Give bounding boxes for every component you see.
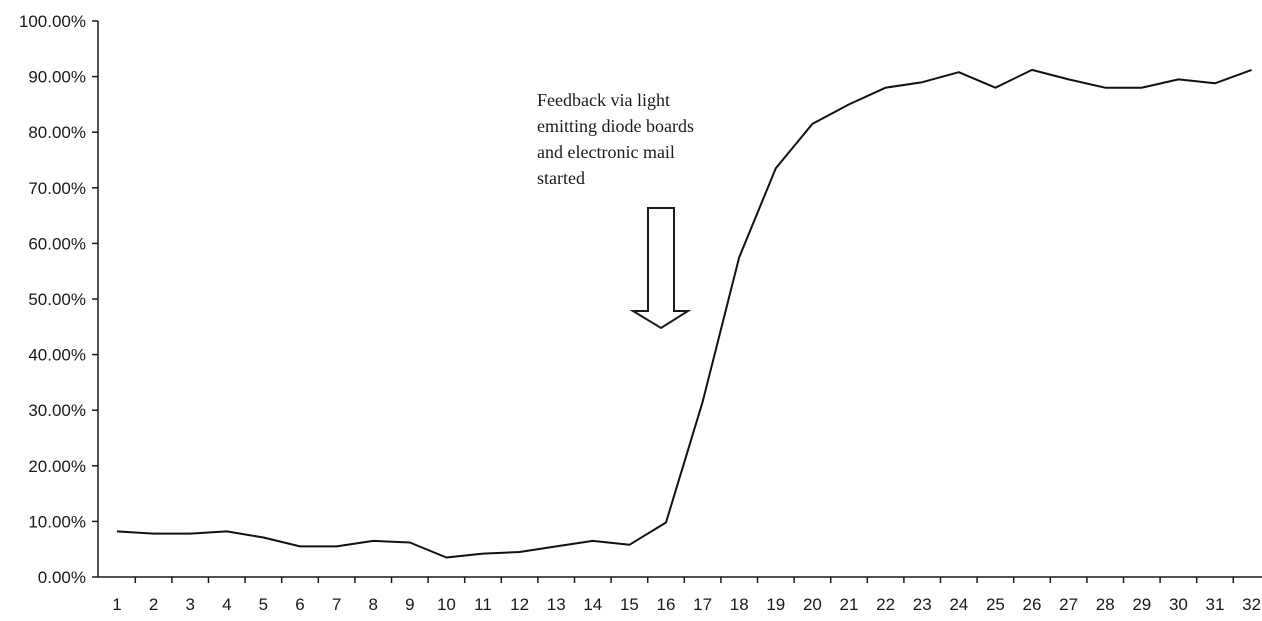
x-tick-label: 21 — [840, 595, 859, 614]
y-tick-label: 10.00% — [28, 512, 86, 531]
x-axis: 1 2 3 4 5 6 7 8 9 10 11 12 13 14 15 16 17 18 19 20 21 22 23 24 2… — [98, 576, 1262, 614]
y-axis: 0.00% 10.00% 20.00% 30.00% 40.00% 50.00% 60.00… — [19, 12, 99, 587]
x-tick-label: 22 — [876, 595, 895, 614]
x-tick-label: 27 — [1059, 595, 1078, 614]
x-tick-label: 30 — [1169, 595, 1188, 614]
x-tick-label: 13 — [547, 595, 566, 614]
x-tick-label: 29 — [1132, 595, 1151, 614]
y-tick-label: 0.00% — [38, 568, 86, 587]
x-tick-label: 7 — [332, 595, 341, 614]
x-tick-label: 16 — [657, 595, 676, 614]
x-tick-label: 4 — [222, 595, 231, 614]
y-tick-label: 90.00% — [28, 68, 86, 87]
annotation-line-4: started — [537, 168, 585, 188]
x-tick-label: 5 — [259, 595, 268, 614]
x-tick-label: 23 — [913, 595, 932, 614]
y-tick-label: 30.00% — [28, 401, 86, 420]
annotation-line-2: emitting diode boards — [537, 116, 694, 136]
x-tick-label: 28 — [1096, 595, 1115, 614]
x-tick-label: 18 — [730, 595, 749, 614]
down-arrow-icon — [629, 207, 692, 330]
annotation: Feedback via light emitting diode boards… — [537, 90, 694, 330]
x-tick-label: 1 — [112, 595, 121, 614]
x-tick-label: 31 — [1206, 595, 1225, 614]
x-tick-label: 10 — [437, 595, 456, 614]
x-tick-label: 2 — [149, 595, 158, 614]
y-tick-label: 20.00% — [28, 457, 86, 476]
series-line-group — [116, 68, 1252, 559]
x-tick-label: 25 — [986, 595, 1005, 614]
annotation-line-1: Feedback via light — [537, 90, 670, 110]
y-tick-label: 50.00% — [28, 290, 86, 309]
y-tick-label: 70.00% — [28, 179, 86, 198]
x-tick-label: 20 — [803, 595, 822, 614]
x-tick-label: 12 — [510, 595, 529, 614]
x-tick-label: 32 — [1242, 595, 1261, 614]
x-tick-label: 8 — [368, 595, 377, 614]
x-tick-label: 15 — [620, 595, 639, 614]
x-tick-label: 9 — [405, 595, 414, 614]
x-tick-label: 24 — [949, 595, 968, 614]
y-tick-label: 100.00% — [19, 12, 86, 31]
x-tick-label: 17 — [693, 595, 712, 614]
series-line — [116, 68, 1252, 559]
x-tick-label: 6 — [295, 595, 304, 614]
y-tick-label: 60.00% — [28, 234, 86, 253]
x-tick-label: 26 — [1023, 595, 1042, 614]
y-tick-label: 40.00% — [28, 346, 86, 365]
y-tick-label: 80.00% — [28, 123, 86, 142]
x-tick-label: 14 — [583, 595, 602, 614]
x-tick-label: 3 — [185, 595, 194, 614]
x-tick-label: 19 — [766, 595, 785, 614]
annotation-line-3: and electronic mail — [537, 142, 675, 162]
x-tick-label: 11 — [474, 595, 492, 614]
